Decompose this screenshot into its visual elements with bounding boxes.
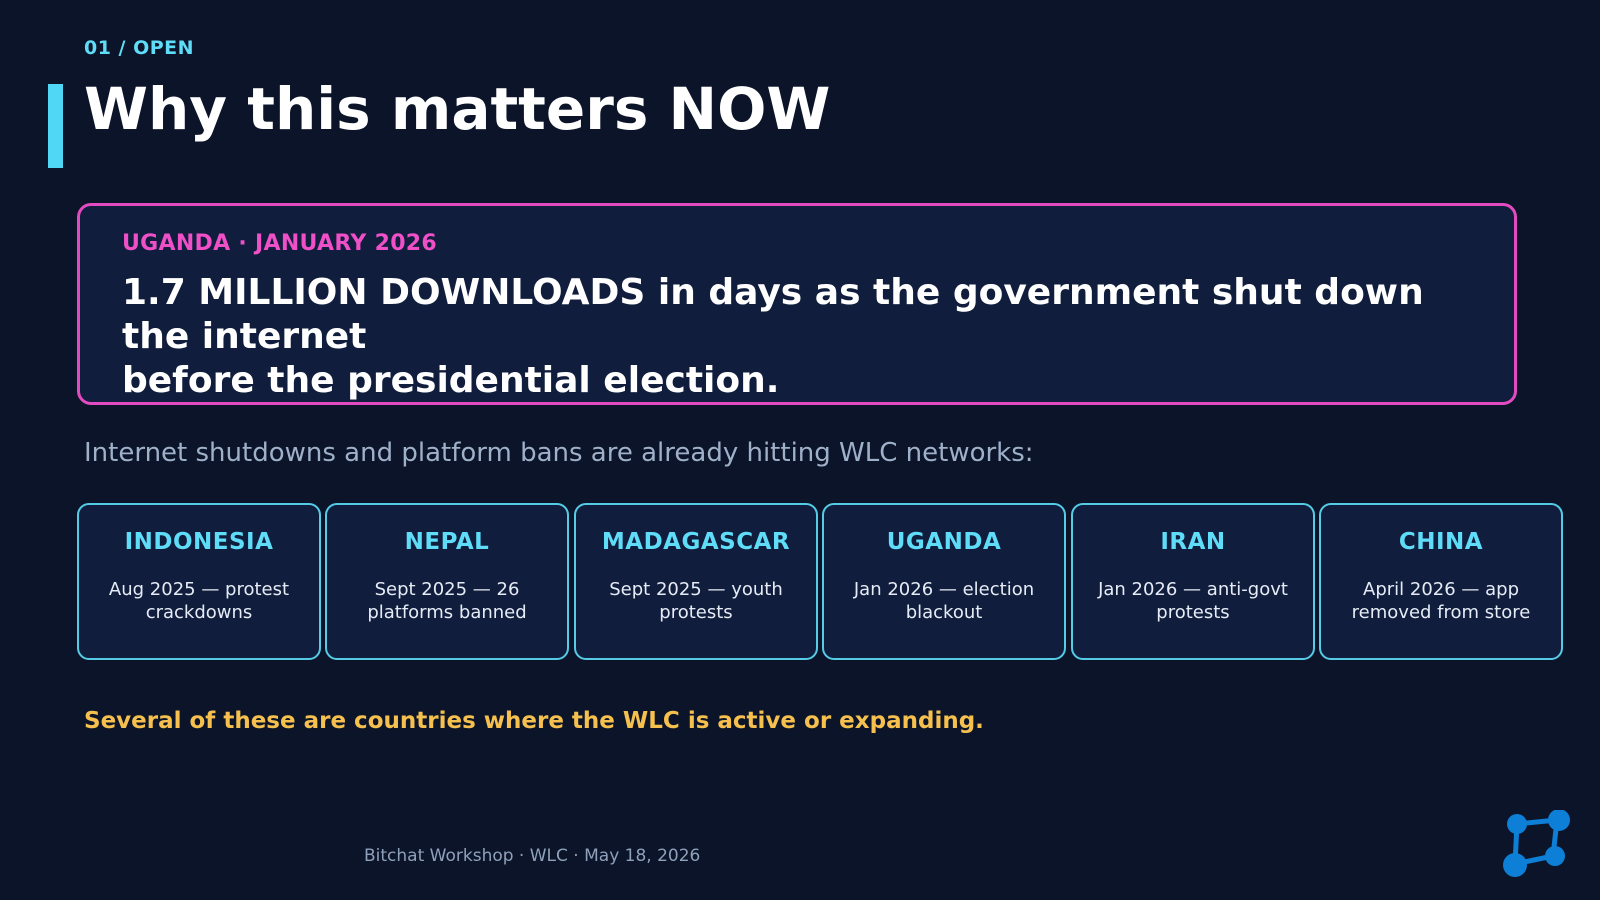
country-card-china: CHINA April 2026 — app removed from stor… <box>1319 503 1563 660</box>
callout-headline: 1.7 MILLION DOWNLOADS in days as the gov… <box>122 271 1492 402</box>
callout-headline-line-2: before the presidential election. <box>122 360 780 401</box>
card-event: Jan 2026 — anti-govt protests <box>1098 579 1288 623</box>
country-card-nepal: NEPAL Sept 2025 — 26 platforms banned <box>325 503 569 660</box>
highlight-callout: UGANDA · JANUARY 2026 1.7 MILLION DOWNLO… <box>77 203 1517 405</box>
card-event: Sept 2025 — 26 platforms banned <box>367 579 527 623</box>
card-country: NEPAL <box>404 529 490 555</box>
card-event: Sept 2025 — youth protests <box>609 579 783 623</box>
country-card-uganda: UGANDA Jan 2026 — election blackout <box>822 503 1066 660</box>
callout-kicker: UGANDA · JANUARY 2026 <box>122 231 438 256</box>
card-event: April 2026 — app removed from store <box>1351 579 1531 623</box>
slide-title: Why this matters NOW <box>84 75 831 143</box>
card-event: Jan 2026 — election blackout <box>853 579 1035 623</box>
section-kicker: 01 / OPEN <box>84 37 195 59</box>
highlight-note: Several of these are countries where the… <box>84 708 984 734</box>
card-event: Aug 2025 — protest crackdowns <box>108 579 290 623</box>
callout-headline-line-1: 1.7 MILLION DOWNLOADS in days as the gov… <box>122 272 1424 357</box>
card-country: MADAGASCAR <box>601 529 791 555</box>
country-cards: INDONESIA Aug 2025 — protest crackdowns … <box>77 503 1563 660</box>
card-country: INDONESIA <box>124 529 274 555</box>
card-country: IRAN <box>1160 529 1226 555</box>
card-country: CHINA <box>1398 529 1484 555</box>
country-card-iran: IRAN Jan 2026 — anti-govt protests <box>1071 503 1315 660</box>
network-nodes-icon <box>1503 810 1570 877</box>
card-country: UGANDA <box>886 529 1002 555</box>
country-card-madagascar: MADAGASCAR Sept 2025 — youth protests <box>574 503 818 660</box>
title-accent-bar <box>48 84 63 168</box>
country-card-indonesia: INDONESIA Aug 2025 — protest crackdowns <box>77 503 321 660</box>
footer-text: Bitchat Workshop · WLC · May 18, 2026 <box>364 846 701 866</box>
intro-text: Internet shutdowns and platform bans are… <box>84 438 1034 468</box>
